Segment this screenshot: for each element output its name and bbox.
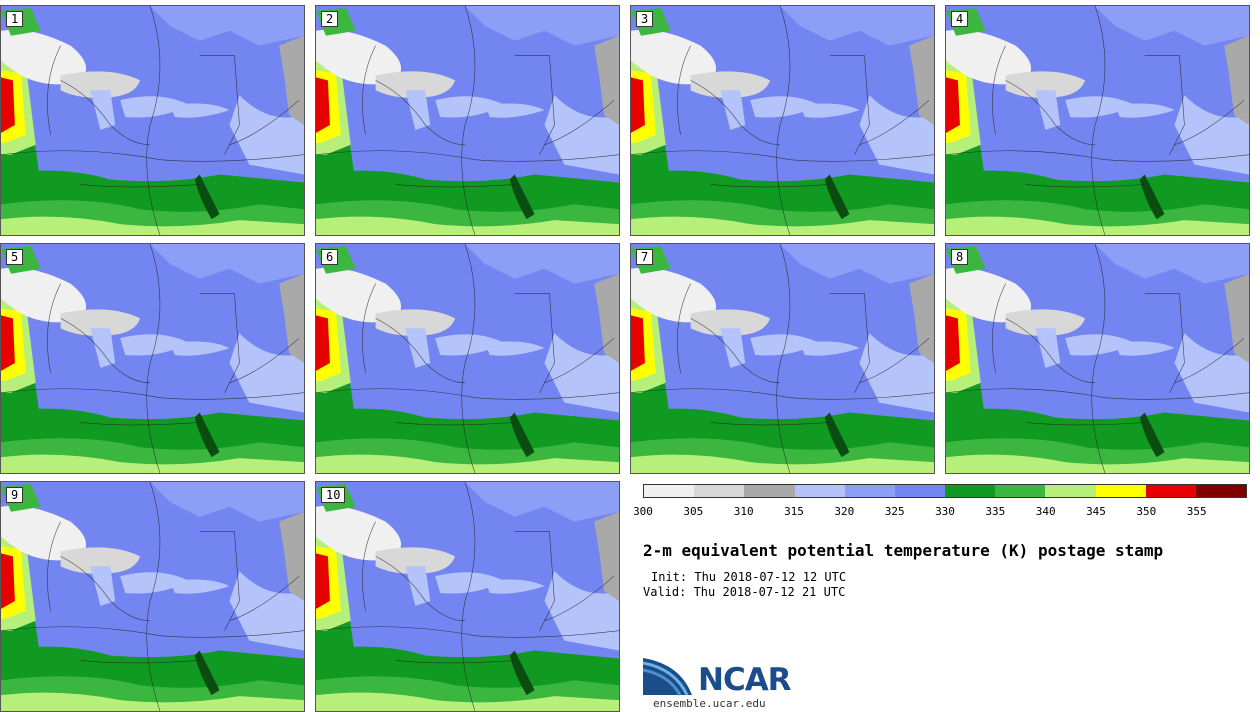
colorbar-ticks: 300 305 310 315 320 325 330 335 340 345 350 355 bbox=[633, 505, 1247, 519]
map-panel-5: 5 bbox=[0, 243, 305, 474]
colorbar-segment bbox=[945, 485, 996, 497]
colorbar-segment bbox=[1145, 485, 1196, 497]
colorbar-segment bbox=[1045, 485, 1096, 497]
site-url: ensemble.ucar.edu bbox=[653, 697, 766, 710]
colorbar-segment bbox=[894, 485, 946, 497]
ncar-wordmark: NCAR bbox=[698, 662, 792, 698]
valid-time: Valid: Thu 2018-07-12 21 UTC bbox=[643, 585, 846, 599]
colorbar-tick-label: 315 bbox=[784, 505, 804, 518]
map-panel-4: 4 bbox=[945, 5, 1250, 236]
colorbar-tick-label: 310 bbox=[733, 505, 754, 518]
colorbar-segment bbox=[744, 485, 795, 497]
colorbar-tick-label: 340 bbox=[1035, 505, 1056, 518]
colorbar-tick-label: 335 bbox=[985, 505, 1006, 518]
colorbar-tick-label: 355 bbox=[1186, 505, 1207, 518]
map-panel-3: 3 bbox=[630, 5, 935, 236]
colorbar-tick-label: 345 bbox=[1086, 505, 1106, 518]
member-label: 3 bbox=[636, 11, 654, 27]
member-label: 5 bbox=[6, 249, 24, 265]
member-label: 1 bbox=[6, 11, 24, 27]
map-panel-6: 6 bbox=[315, 243, 620, 474]
colorbar-segment bbox=[694, 485, 745, 497]
map-panel-8: 8 bbox=[945, 243, 1250, 474]
colorbar-segment bbox=[1095, 485, 1146, 497]
colorbar-segment bbox=[644, 485, 695, 497]
member-label: 10 bbox=[321, 487, 346, 503]
ncar-logo-icon bbox=[643, 656, 694, 696]
member-label: 7 bbox=[636, 249, 654, 265]
colorbar-tick-label: 325 bbox=[884, 505, 905, 518]
plot-title: 2-m equivalent potential temperature (K)… bbox=[643, 541, 1164, 560]
colorbar-tick-label: 330 bbox=[935, 505, 955, 518]
colorbar-segment bbox=[1195, 485, 1247, 497]
map-panel-1: 1 bbox=[0, 5, 305, 236]
colorbar-tick-label: 350 bbox=[1136, 505, 1157, 518]
colorbar-tick-label: 300 bbox=[633, 505, 653, 518]
colorbar-segment bbox=[995, 485, 1046, 497]
map-panel-2: 2 bbox=[315, 5, 620, 236]
colorbar-segment bbox=[844, 485, 895, 497]
member-label: 4 bbox=[951, 11, 969, 27]
colorbar-tick-label: 320 bbox=[834, 505, 855, 518]
colorbar-segment bbox=[794, 485, 845, 497]
member-label: 2 bbox=[321, 11, 339, 27]
map-panel-10: 10 bbox=[315, 481, 620, 712]
colorbar bbox=[643, 484, 1247, 498]
init-time: Init: Thu 2018-07-12 12 UTC bbox=[651, 570, 847, 584]
member-label: 9 bbox=[6, 487, 24, 503]
member-label: 8 bbox=[951, 249, 969, 265]
map-panel-7: 7 bbox=[630, 243, 935, 474]
colorbar-tick-label: 305 bbox=[683, 505, 704, 518]
member-label: 6 bbox=[321, 249, 339, 265]
map-panel-9: 9 bbox=[0, 481, 305, 712]
